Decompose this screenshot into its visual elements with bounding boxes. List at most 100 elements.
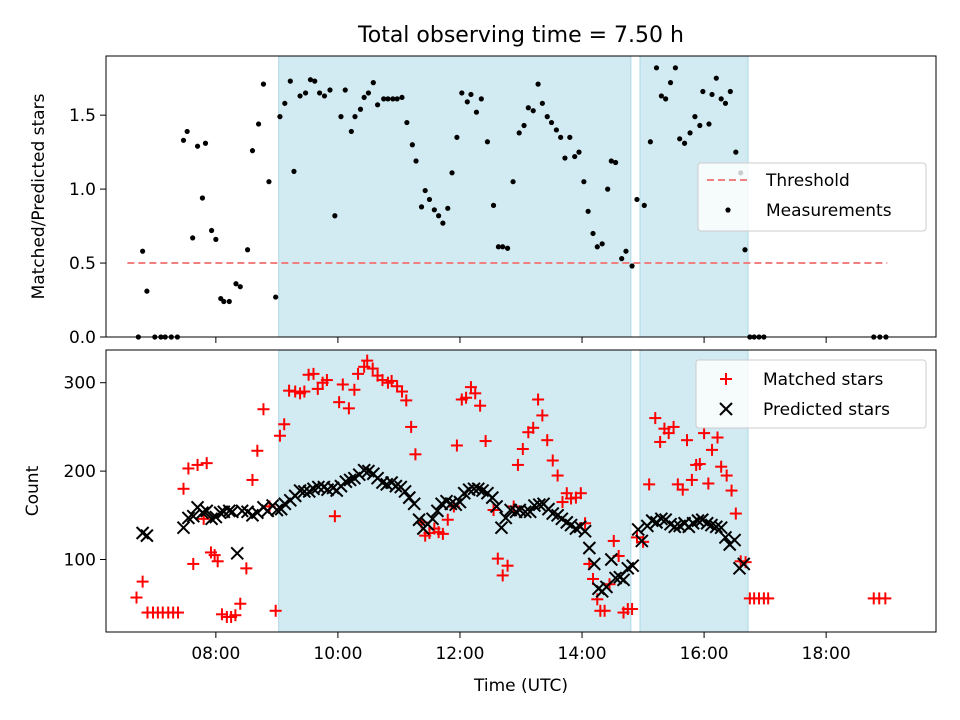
measurement-point [449,170,455,176]
measurement-point [352,114,358,120]
measurement-point [599,241,605,247]
measurement-point [464,99,470,105]
measurements-legend-marker [725,207,731,213]
matched-star-point [464,381,477,394]
matched-star-point [257,403,270,416]
measurement-point [390,96,396,102]
bottom-observing-window-0 [278,349,632,633]
predicted-star-point [608,571,623,585]
predicted-star-point [654,512,669,526]
measurement-point [233,281,239,287]
measurement-point [718,96,724,102]
matched-star-point [643,478,656,491]
predicted-star-point [578,524,592,538]
matched-star-point [551,469,564,482]
matched-star-point [405,420,418,433]
matched-star-point [556,496,569,509]
predicted-star-point [199,504,214,518]
measurement-point [562,155,568,161]
measurement-point [194,143,201,149]
matched-star-point [654,435,667,448]
matched-star-point [366,362,379,375]
predicted-star-point [297,484,312,499]
matched-star-point [385,374,398,387]
predicted-star-point [700,516,714,530]
measurement-point [500,244,506,250]
measurement-point [342,87,348,93]
matched-star-point [200,457,213,470]
predicted-star-point [485,490,500,505]
matched-star-point [479,435,492,448]
matched-star-point [328,510,341,523]
matched-star-point [532,393,545,406]
measurement-point [510,179,516,185]
predicted-star-point [727,533,742,547]
matched-star-point [460,391,473,404]
measurement-point [495,244,502,250]
measurement-point [445,205,451,211]
matched-star-point [130,591,143,604]
measurement-point [544,114,550,120]
matched-star-point [469,387,482,400]
x-axis-label: Time (UTC) [473,676,568,696]
matched-star-point [240,562,253,575]
matched-star-point [729,507,742,520]
measurement-point [426,196,433,203]
measurement-point [681,140,688,146]
predicted-star-point [604,552,619,567]
predicted-star-point [587,557,601,571]
measurement-point [567,134,573,140]
top-legend: Threshold Measurements [697,162,927,232]
measurement-point [653,65,660,71]
measurement-point [558,134,564,140]
matched-star-point [320,374,333,387]
predicted-star-point [176,520,191,535]
measurement-point [535,81,541,87]
top-ytick-label: 0.0 [69,328,96,348]
bottom-panel: 100 200 300 08:00 10:00 12:00 14:00 16:00 18:00… [23,349,937,664]
measurement-point [365,90,372,96]
measurement-point [321,93,328,99]
matched-star-point [702,477,715,490]
measurement-point [291,168,297,174]
measurement-point [297,93,303,99]
top-panel: 0.0 0.5 1.0 1.5 Matched/Predicted stars Thr… [29,55,937,348]
measurement-point [202,140,209,146]
bottom-axes-frame [105,349,937,633]
predicted-legend-marker [719,402,733,416]
predicted-star-point [343,473,357,487]
bottom-xtick-label: 14:00 [558,644,607,664]
measurement-point [468,91,474,98]
predicted-star-point [222,504,236,518]
predicted-star-point [691,513,705,528]
measurement-point [277,114,283,120]
predicted-star-point [709,520,724,534]
predicted-star-point [631,522,645,537]
matched-star-point [546,454,559,467]
matched-star-point [441,513,454,526]
matched-legend-marker [720,373,732,385]
predicted-star-point [140,528,154,543]
predicted-star-point [737,557,751,571]
measurement-point [504,245,511,251]
matched-star-point [474,399,487,412]
matched-star-point [711,431,724,444]
measurement-point [516,130,522,136]
measurement-point [521,122,527,129]
matched-star-point [307,367,320,380]
matched-star-point [409,448,422,461]
measurement-point [658,93,664,99]
matched-star-point [725,484,738,497]
measurement-point [357,106,364,112]
measurement-point [692,114,698,120]
bottom-xtick-label: 08:00 [191,644,240,664]
measurement-point [548,119,555,126]
predicted-star-point [569,521,583,536]
measurement-point [226,298,232,305]
measurement-point [581,179,587,185]
measurement-point [348,128,354,135]
measurements-legend-label: Measurements [766,201,892,221]
measurement-point [237,284,243,290]
matched-star-point [516,443,529,456]
